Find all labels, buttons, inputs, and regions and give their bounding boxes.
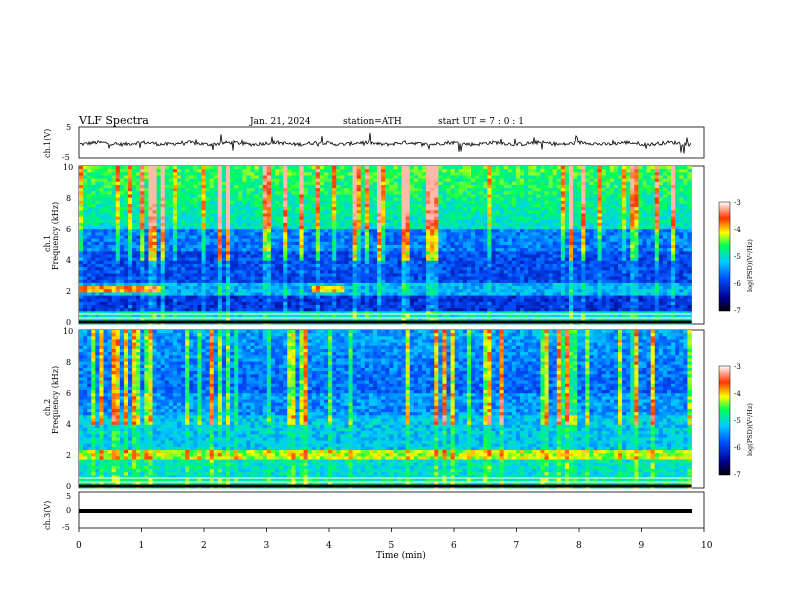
time-axis-tick-label: 0 <box>76 541 82 551</box>
ch1-colorbar-tick-3: -3 <box>734 199 741 207</box>
ch1-waveform-panel: 5 -5 ch.1(V) <box>43 123 705 162</box>
ch1-freq-tick-8: 8 <box>66 194 71 203</box>
ch2-colorbar-gradient <box>718 365 731 476</box>
time-axis-tick-label: 1 <box>139 541 145 551</box>
ch3-ytick-mid: 0 <box>66 506 71 515</box>
time-axis-tick-label: 7 <box>514 541 520 551</box>
ch2-spectrogram-panel: 10 8 6 4 2 0 ch.2 Frequency (kHz) <box>43 327 705 491</box>
ch2-colorbar-label: log(PSD)(V²/Hz) <box>746 403 754 456</box>
ch2-freq-tick-10: 10 <box>63 327 73 336</box>
time-axis-label: Time (min) <box>376 550 426 561</box>
ch3-ytick-bottom: -5 <box>62 523 70 532</box>
ch1-freq-tick-0: 0 <box>66 318 71 327</box>
start-time-label: start UT = 7 : 0 : 1 <box>438 117 524 127</box>
ch1-waveform-trace <box>80 132 692 154</box>
ch1-colorbar-tick-6: -6 <box>734 280 741 288</box>
ch1-ylabel: ch.1(V) <box>43 129 52 158</box>
date-label: Jan. 21, 2024 <box>249 117 311 127</box>
ch1-spectrogram-image <box>79 166 692 325</box>
ch2-colorbar-tick-6: -6 <box>734 444 741 452</box>
ch1-freq-tick-4: 4 <box>66 256 71 265</box>
ch1-spectrogram-panel: 10 8 6 4 2 0 ch.1 Frequency (kHz) <box>43 163 705 327</box>
ch2-freq-tick-4: 4 <box>66 420 71 429</box>
time-axis-tick-label: 6 <box>451 541 457 551</box>
time-axis-tick-label: 9 <box>639 541 645 551</box>
ch3-ylabel: ch.3(V) <box>43 501 52 530</box>
ch2-colorbar: -3 -4 -5 -6 -7 log(PSD)(V²/Hz) <box>718 363 754 479</box>
ch1-freq-tick-6: 6 <box>66 225 71 234</box>
ch2-freq-tick-8: 8 <box>66 358 71 367</box>
ch2-colorbar-tick-7: -7 <box>734 471 741 479</box>
ch2-freq-tick-2: 2 <box>66 451 71 460</box>
ch2-colorbar-tick-5: -5 <box>734 417 741 425</box>
ch1-ytick-top: 5 <box>66 123 71 132</box>
ch2-channel-label: ch.2 <box>43 399 52 416</box>
ch1-channel-label: ch.1 <box>43 235 52 252</box>
ch1-ytick-bottom: -5 <box>62 153 70 162</box>
ch3-waveform-panel: 5 0 -5 ch.3(V) <box>43 491 705 532</box>
ch1-colorbar-tick-5: -5 <box>734 253 741 261</box>
ch1-freq-tick-2: 2 <box>66 287 71 296</box>
ch1-freq-tick-10: 10 <box>63 163 73 172</box>
ch2-colorbar-tick-4: -4 <box>734 390 741 398</box>
ch2-spectrogram-image <box>79 330 692 489</box>
time-axis-tick-label: 5 <box>389 541 395 551</box>
ch1-waveform-frame <box>78 126 705 159</box>
time-axis-tick-label: 10 <box>701 541 713 551</box>
ch1-colorbar-tick-4: -4 <box>734 226 741 234</box>
station-label: station=ATH <box>343 117 402 127</box>
time-axis-tick-label: 8 <box>576 541 582 551</box>
time-axis-tick-label: 4 <box>326 541 332 551</box>
figure-title: VLF Spectra <box>78 114 149 127</box>
ch2-freq-tick-0: 0 <box>66 482 71 491</box>
ch1-colorbar: -3 -4 -5 -6 -7 log(PSD)(V²/Hz) <box>718 199 754 315</box>
ch3-ytick-top: 5 <box>66 492 71 501</box>
ch1-colorbar-gradient <box>718 201 731 312</box>
time-axis-tick-label: 3 <box>264 541 270 551</box>
ch2-colorbar-tick-3: -3 <box>734 363 741 371</box>
ch1-colorbar-label: log(PSD)(V²/Hz) <box>746 239 754 292</box>
ch1-freq-axis-label: Frequency (kHz) <box>51 202 60 270</box>
time-axis: 0 1 2 3 4 5 6 7 8 9 10 <box>76 528 713 551</box>
time-axis-tick-label: 2 <box>201 541 207 551</box>
ch2-freq-tick-6: 6 <box>66 389 71 398</box>
ch2-freq-axis-label: Frequency (kHz) <box>51 366 60 434</box>
ch1-colorbar-tick-7: -7 <box>734 307 741 315</box>
